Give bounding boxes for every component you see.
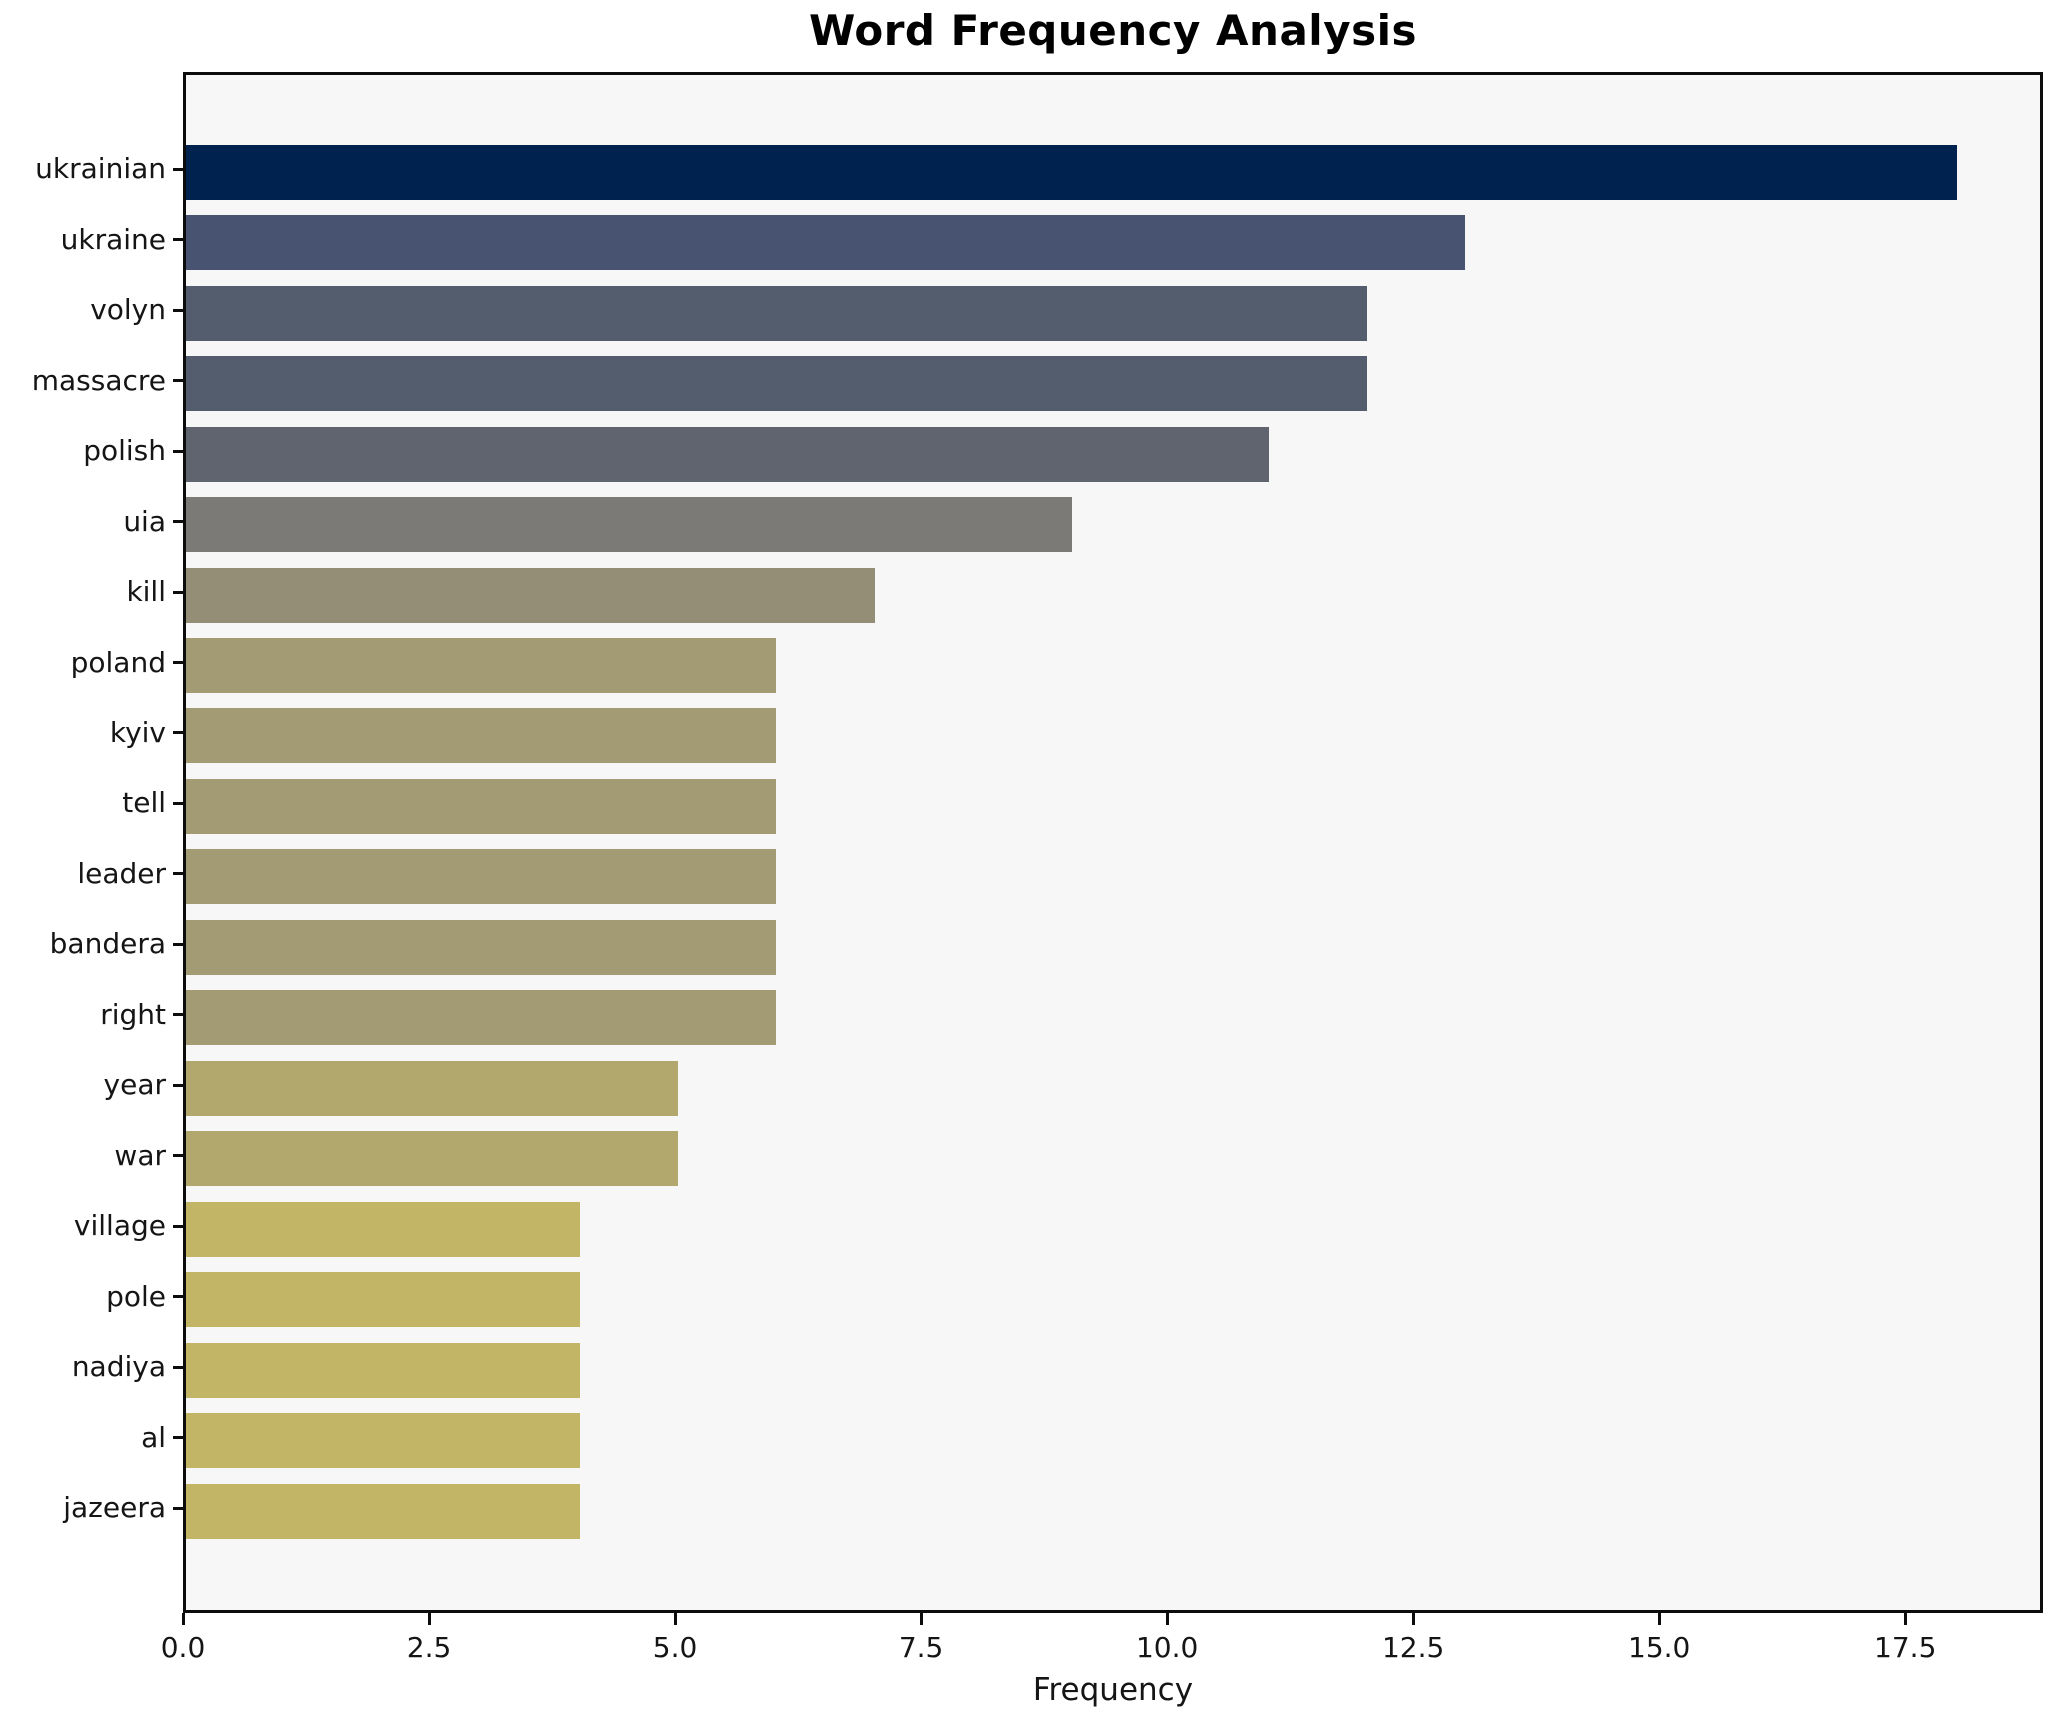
y-tick-label-war: war	[114, 1138, 166, 1172]
y-tick-mark	[173, 1083, 183, 1087]
bar-bandera	[186, 919, 777, 975]
x-tick-label: 2.5	[406, 1631, 452, 1664]
bar-poland	[186, 638, 777, 694]
y-tick-label-bandera: bandera	[49, 927, 166, 961]
bar-tell	[186, 778, 777, 834]
plot-area	[183, 72, 2043, 1613]
x-tick-label: 10.0	[1135, 1631, 1199, 1664]
y-tick-mark	[173, 449, 183, 453]
y-tick-label-village: village	[73, 1209, 166, 1243]
y-tick-label-ukrainian: ukrainian	[35, 152, 166, 186]
y-tick-mark	[173, 1506, 183, 1510]
y-tick-mark	[173, 801, 183, 805]
y-tick-label-ukraine: ukraine	[60, 222, 166, 256]
x-tick-mark	[1411, 1613, 1415, 1625]
bar-massacre	[186, 356, 1367, 412]
bar-kyiv	[186, 708, 777, 764]
y-tick-mark	[173, 942, 183, 946]
y-tick-label-al: al	[141, 1420, 166, 1454]
y-tick-mark	[173, 379, 183, 383]
x-tick-label: 17.5	[1874, 1631, 1937, 1664]
x-tick-mark	[1165, 1613, 1169, 1625]
x-tick-mark	[427, 1613, 431, 1625]
y-tick-mark	[173, 872, 183, 876]
x-tick-label: 5.0	[652, 1631, 698, 1664]
y-tick-label-right: right	[100, 997, 166, 1031]
y-tick-mark	[173, 1295, 183, 1299]
y-tick-label-polish: polish	[83, 434, 166, 468]
x-axis-label: Frequency	[1032, 1672, 1194, 1708]
bar-jazeera	[186, 1483, 580, 1539]
bar-pole	[186, 1272, 580, 1328]
y-tick-mark	[173, 661, 183, 665]
bar-al	[186, 1413, 580, 1469]
x-tick-label: 7.5	[898, 1631, 944, 1664]
y-tick-label-tell: tell	[122, 786, 166, 820]
bar-ukraine	[186, 215, 1466, 271]
chart-title: Word Frequency Analysis	[809, 6, 1417, 55]
bar-right	[186, 990, 777, 1046]
bar-uia	[186, 497, 1072, 553]
y-tick-mark	[173, 167, 183, 171]
y-tick-mark	[173, 1365, 183, 1369]
x-tick-mark	[919, 1613, 923, 1625]
bar-volyn	[186, 285, 1367, 341]
y-tick-mark	[173, 1013, 183, 1017]
x-tick-mark	[181, 1613, 185, 1625]
y-tick-label-poland: poland	[70, 645, 166, 679]
y-tick-label-year: year	[103, 1068, 166, 1102]
x-tick-label: 15.0	[1628, 1631, 1691, 1664]
y-tick-label-nadiya: nadiya	[71, 1350, 166, 1384]
x-tick-mark	[1657, 1613, 1661, 1625]
y-tick-mark	[173, 238, 183, 242]
x-tick-label: 12.5	[1381, 1631, 1445, 1664]
y-tick-mark	[173, 731, 183, 735]
y-tick-label-jazeera: jazeera	[63, 1491, 166, 1525]
bar-polish	[186, 426, 1269, 482]
y-tick-mark	[173, 520, 183, 524]
y-tick-mark	[173, 1224, 183, 1228]
y-tick-label-uia: uia	[123, 504, 166, 538]
y-tick-mark	[173, 590, 183, 594]
x-tick-mark	[1903, 1613, 1907, 1625]
y-tick-mark	[173, 1154, 183, 1158]
bar-nadiya	[186, 1342, 580, 1398]
bar-ukrainian	[186, 144, 1958, 200]
y-tick-label-leader: leader	[77, 856, 166, 890]
bar-year	[186, 1060, 679, 1116]
bar-kill	[186, 567, 875, 623]
y-tick-label-massacre: massacre	[31, 363, 166, 397]
bar-war	[186, 1131, 679, 1187]
y-tick-mark	[173, 1436, 183, 1440]
y-tick-mark	[173, 308, 183, 312]
bar-village	[186, 1201, 580, 1257]
x-tick-mark	[673, 1613, 677, 1625]
y-tick-label-kyiv: kyiv	[109, 715, 166, 749]
y-tick-label-kill: kill	[126, 575, 166, 609]
x-tick-label: 0.0	[160, 1631, 206, 1664]
bar-leader	[186, 849, 777, 905]
y-tick-label-volyn: volyn	[90, 293, 166, 327]
y-tick-label-pole: pole	[106, 1279, 166, 1313]
